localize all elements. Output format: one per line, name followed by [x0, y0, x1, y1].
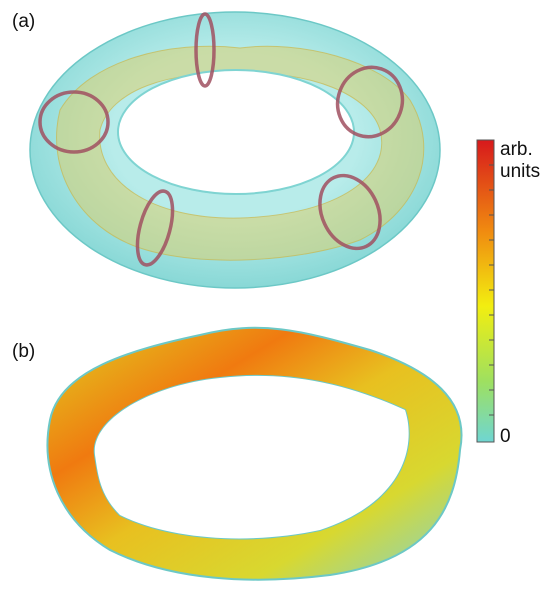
- colorbar-title: units: [500, 161, 540, 182]
- panel-a: (a): [12, 11, 440, 288]
- torus-hole: [118, 70, 354, 194]
- colorbar-zero: 0: [500, 426, 511, 447]
- panel-label: (b): [12, 341, 35, 362]
- figure: (a) (b) arb. units 0: [0, 0, 551, 590]
- panel-label: (a): [12, 11, 35, 32]
- colorbar-title: arb.: [500, 139, 533, 160]
- colorbar: arb. units 0: [477, 139, 540, 447]
- panel-b: (b): [12, 328, 462, 580]
- colorbar-gradient: [477, 140, 494, 442]
